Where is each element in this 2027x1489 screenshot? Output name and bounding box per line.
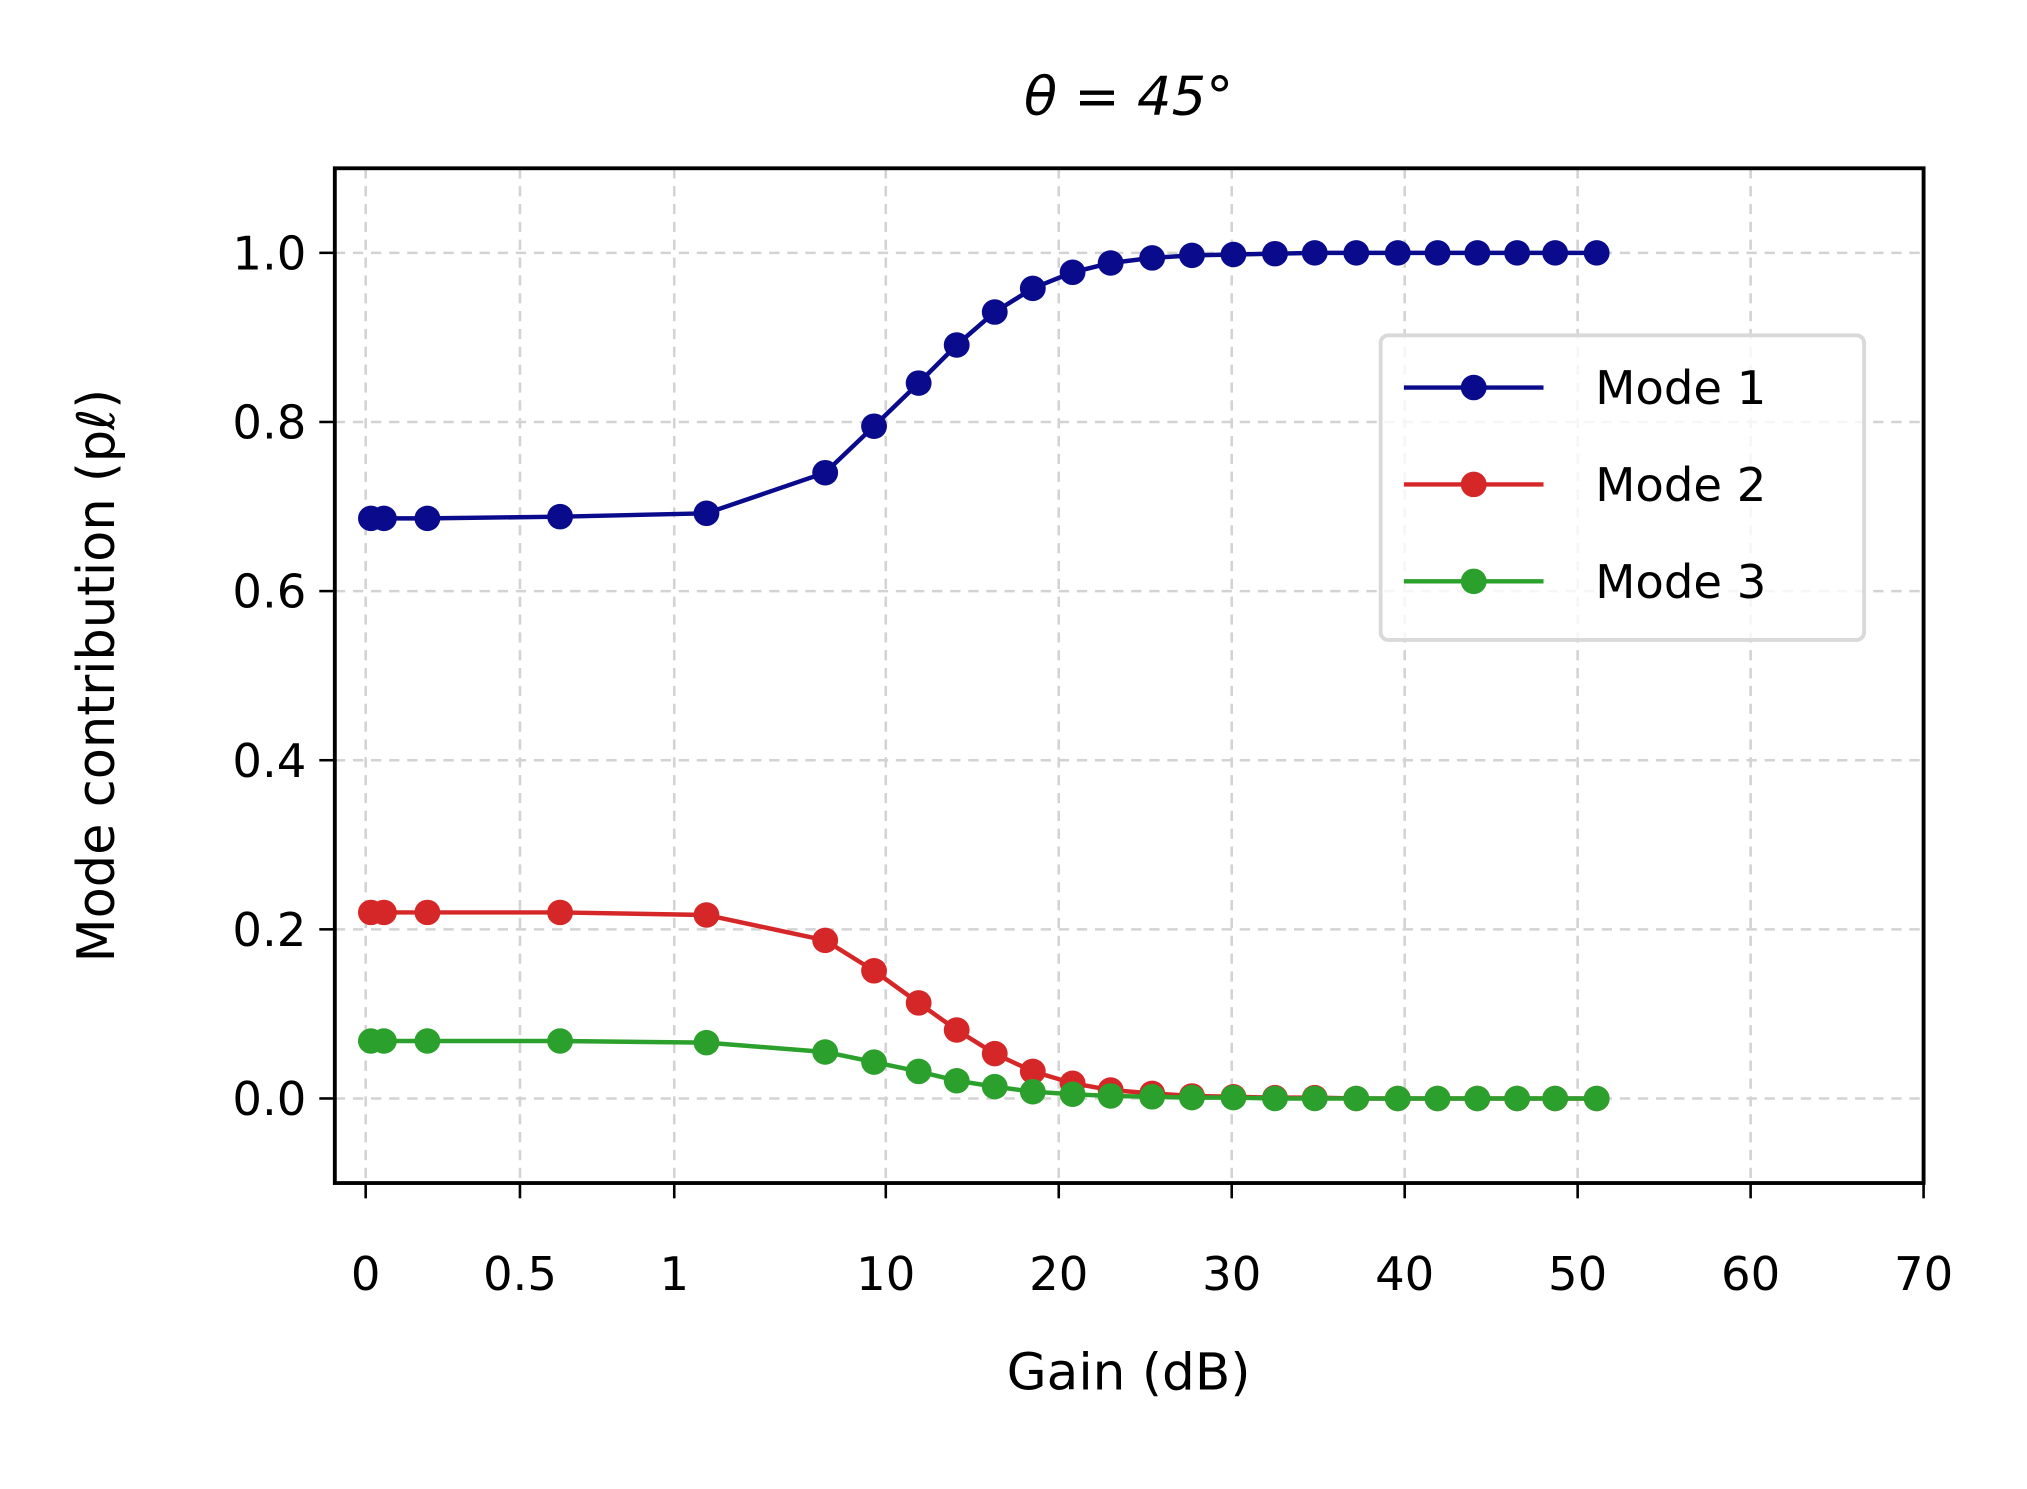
data-point (693, 902, 720, 928)
data-point (1301, 1085, 1328, 1112)
y-tick-label: 1.0 (232, 227, 306, 281)
data-point (943, 1017, 970, 1043)
data-point (1097, 250, 1124, 276)
data-point (981, 1040, 1008, 1067)
data-point (861, 1049, 887, 1075)
data-point (1343, 240, 1370, 266)
legend-label: Mode 2 (1595, 458, 1766, 512)
data-point (1424, 1085, 1451, 1112)
y-axis-label: Mode contribution (pℓ) (66, 389, 126, 963)
x-tick-label: 10 (856, 1247, 915, 1301)
data-point (812, 927, 839, 954)
y-tick-label: 0.8 (232, 396, 306, 450)
data-point (547, 899, 574, 926)
data-point (861, 958, 887, 984)
data-point (1464, 1085, 1491, 1112)
chart-title: θ = 45° (1024, 65, 1233, 128)
data-point (370, 1028, 397, 1054)
data-point (1262, 240, 1288, 267)
data-point (812, 1039, 839, 1065)
legend-label: Mode 1 (1595, 361, 1766, 415)
x-tick-label: 50 (1548, 1247, 1607, 1301)
data-point (1583, 1085, 1610, 1112)
x-tick-label: 70 (1894, 1247, 1953, 1301)
legend-box (1378, 333, 1867, 642)
legend-marker (1460, 471, 1487, 498)
legend-label: Mode 3 (1595, 555, 1766, 609)
data-point (414, 899, 441, 926)
data-point (1504, 240, 1531, 266)
y-tick-label: 0.2 (232, 903, 306, 957)
data-point (981, 299, 1008, 325)
data-point (1139, 1084, 1166, 1110)
data-point (1059, 259, 1086, 286)
y-tick-label: 0.6 (232, 565, 306, 619)
legend-marker (1460, 374, 1487, 401)
x-tick-label: 60 (1721, 1247, 1780, 1301)
data-point (1384, 240, 1411, 266)
data-point (414, 1028, 441, 1054)
data-point (1384, 1085, 1411, 1112)
data-point (693, 1029, 720, 1056)
data-point (1542, 1085, 1569, 1112)
data-point (1262, 1085, 1288, 1112)
data-point (693, 500, 720, 527)
data-point (1097, 1083, 1124, 1109)
data-point (547, 1028, 574, 1054)
data-point (943, 1067, 970, 1094)
data-point (1220, 241, 1247, 268)
x-tick-label: 40 (1375, 1247, 1434, 1301)
data-point (1583, 240, 1610, 266)
data-point (1301, 240, 1328, 266)
data-point (981, 1073, 1008, 1100)
x-tick-label: 0.5 (483, 1247, 557, 1301)
data-point (1019, 1078, 1046, 1105)
data-point (943, 332, 970, 358)
data-point (905, 1058, 932, 1085)
series-line (370, 910, 1597, 1101)
data-point (1179, 1084, 1205, 1111)
x-axis-label: Gain (dB) (1007, 1343, 1251, 1403)
x-tick-label: 30 (1202, 1247, 1261, 1301)
x-tick-label: 20 (1029, 1247, 1088, 1301)
data-point (1059, 1081, 1086, 1107)
y-tick-label: 0.0 (232, 1072, 306, 1126)
data-point (414, 505, 441, 532)
data-point (812, 459, 839, 486)
y-tick-label: 0.4 (232, 734, 306, 788)
data-point (1019, 275, 1046, 302)
data-point (370, 505, 397, 532)
data-point (1424, 240, 1451, 266)
x-tick-label: 0 (351, 1247, 381, 1301)
data-point (1220, 1084, 1247, 1111)
data-point (1019, 1058, 1046, 1085)
plot-frame (332, 166, 1926, 1185)
data-point (1179, 242, 1205, 269)
data-point (1542, 240, 1569, 266)
data-point (1464, 240, 1491, 266)
legend-marker (1460, 568, 1487, 595)
data-point (861, 413, 887, 439)
data-point (1343, 1085, 1370, 1112)
x-tick-label: 1 (659, 1247, 689, 1301)
data-point (1139, 245, 1166, 271)
data-point (370, 899, 397, 926)
data-point (905, 370, 932, 396)
data-point (905, 990, 932, 1016)
data-point (1504, 1085, 1531, 1112)
data-point (547, 503, 574, 530)
